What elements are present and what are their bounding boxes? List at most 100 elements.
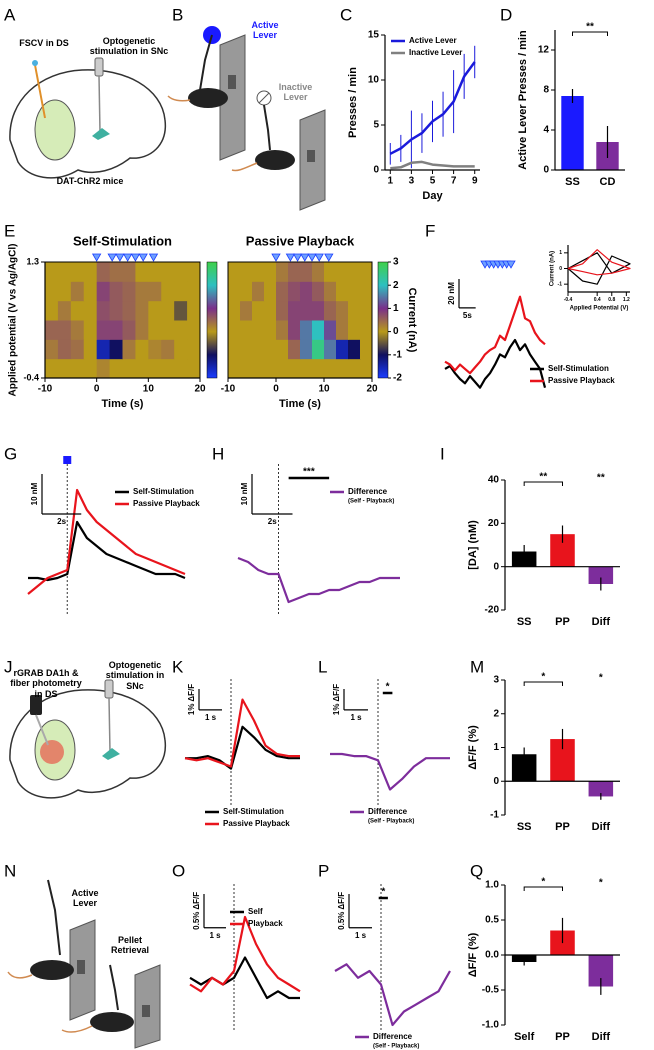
legend-label: Passive Playback: [548, 376, 615, 385]
heatmap-cell: [122, 281, 136, 302]
heatmap-cell: [264, 339, 277, 360]
y-tick-label: 5: [373, 120, 379, 131]
diagram-label: rGRAB DA1h & fiber photometry in DS: [10, 668, 82, 699]
heatmap-cell: [148, 262, 162, 282]
heatmap-cell: [264, 358, 277, 379]
scale-bar-label: 2s: [268, 517, 277, 526]
y-axis-label: Applied potential (V vs Ag/AgCl): [8, 244, 19, 397]
series-line: [28, 520, 186, 582]
heatmap-cell: [324, 262, 337, 282]
significance: ***: [303, 467, 315, 478]
x-tick-label: PP: [555, 821, 570, 833]
colorbar-tick-label: -1: [393, 349, 402, 360]
heatmap-cell: [228, 339, 241, 360]
x-tick-label: 10: [143, 384, 155, 395]
significance: *: [541, 672, 545, 683]
heatmap-cell: [336, 320, 349, 340]
heatmap-cell: [252, 339, 265, 360]
heatmap-cell: [122, 339, 136, 360]
y-tick-label: 3: [493, 675, 499, 686]
legend-label: Self-Stimulation: [223, 807, 284, 816]
legend-label: Self: [248, 907, 263, 916]
y-tick-label: 1.3: [26, 256, 39, 266]
heatmap-cell: [109, 262, 123, 282]
stim-marker: [292, 253, 303, 262]
heatmap-cell: [312, 262, 325, 282]
heatmap-cell: [324, 300, 337, 321]
brain-diagram-j: [9, 679, 166, 799]
heatmap-cell: [228, 358, 241, 379]
y-tick-label: 1.0: [485, 880, 499, 891]
y-tick-label: 0: [373, 165, 379, 176]
heatmap-cell: [70, 281, 85, 302]
y-tick-label: 0: [543, 165, 549, 176]
scale-bar-label: 1 s: [209, 931, 221, 940]
diagram-label: Pellet Retrieval: [110, 935, 150, 956]
legend-label: Playback: [248, 919, 283, 928]
heatmap-cell: [348, 320, 361, 340]
x-tick-label: 0: [273, 384, 279, 395]
diagram-label: Active Lever: [251, 20, 279, 41]
heatmap-cell: [312, 281, 325, 302]
heatmap-cell: [276, 358, 289, 379]
heatmap-cell: [148, 320, 162, 340]
significance: **: [539, 472, 547, 483]
y-tick-label: -1.0: [482, 1020, 500, 1031]
legend-label: Self-Stimulation: [133, 487, 194, 496]
heatmap-cell: [135, 339, 149, 360]
heatmap-cell: [57, 320, 72, 340]
x-tick-label: SS: [517, 616, 532, 628]
x-axis-label: Applied Potential (V): [570, 306, 629, 312]
x-tick-label: 0.4: [594, 297, 601, 303]
panel-letter: H: [212, 444, 224, 463]
heatmap-cell: [300, 262, 313, 282]
scale-bar-label: 5s: [463, 311, 472, 320]
heatmap-cell: [70, 300, 85, 321]
heatmap-cell: [324, 358, 337, 379]
significance: *: [541, 877, 545, 888]
heatmap-cell: [312, 300, 325, 321]
heatmap-cell: [70, 339, 85, 360]
y-tick-label: 8: [543, 85, 549, 96]
heatmap-cell: [161, 358, 175, 379]
heatmap-cell: [174, 281, 188, 302]
y-axis-label: Presses / min: [347, 67, 359, 138]
heatmap-cell: [288, 339, 301, 360]
y-tick-label: -0.5: [482, 985, 500, 996]
y-tick-label: 0: [493, 776, 499, 787]
y-tick-label: 12: [538, 45, 550, 56]
heatmap-cell: [109, 300, 123, 321]
heatmap-cell: [300, 320, 313, 340]
significance-bracket: [523, 886, 563, 891]
heatmap-cell: [312, 320, 325, 340]
x-tick-label: SS: [517, 821, 532, 833]
heatmap-cell: [148, 281, 162, 302]
stim-marker: [271, 253, 281, 262]
x-tick-label: 1: [387, 176, 393, 187]
heatmap-cell: [348, 339, 361, 360]
heatmap-cell: [360, 358, 373, 379]
series-line: [185, 725, 300, 770]
legend-label: Passive Playback: [133, 499, 200, 508]
y-tick-label: -20: [485, 605, 500, 616]
heatmap-cell: [109, 358, 123, 379]
heatmap-cell: [122, 358, 136, 379]
x-tick-label: CD: [600, 176, 616, 188]
heatmap-cell: [264, 320, 277, 340]
series-line: [444, 338, 547, 389]
heatmap-cell: [174, 262, 188, 282]
stim-marker: [307, 253, 317, 262]
heatmap-cell: [264, 262, 277, 282]
heatmap-cell: [348, 358, 361, 379]
heatmap-cell: [148, 300, 162, 321]
x-tick-label: Self: [514, 1031, 535, 1043]
heatmap-cell: [276, 339, 289, 360]
scale-bar-label: 0.5% ΔF/F: [192, 892, 201, 930]
stim-marker: [300, 253, 310, 262]
panel-letter: I: [440, 444, 445, 463]
heatmap-cell: [45, 262, 59, 282]
y-tick-label: 0: [559, 266, 562, 272]
heatmap-cell: [70, 262, 85, 282]
heatmap-cell: [240, 281, 253, 302]
heatmap-cell: [57, 358, 72, 379]
